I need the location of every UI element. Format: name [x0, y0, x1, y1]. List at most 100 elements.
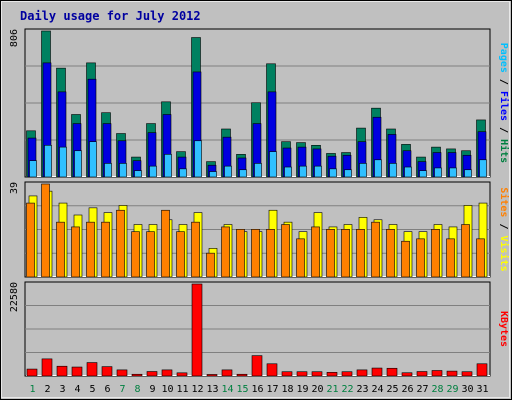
kbytes-bar-day-12: [191, 283, 203, 377]
x-tick-label-day-2: 2: [44, 384, 50, 395]
visits-axis-label-part: /: [498, 217, 509, 235]
sites-bar-day-28: [431, 229, 440, 278]
sites-bar-day-21: [326, 229, 335, 278]
x-tick-label-day-16: 16: [251, 384, 263, 395]
pages-bar-day-8: [134, 170, 142, 178]
visits-axis-label: Sites / Visits: [498, 187, 510, 271]
kbytes-bar-day-18: [281, 371, 293, 377]
sites-bar-day-24: [371, 221, 380, 278]
sites-bar-day-9: [146, 231, 155, 278]
pages-bar-day-27: [419, 170, 427, 178]
pages-bar-day-26: [404, 166, 412, 178]
kbytes-bar-day-27: [416, 371, 428, 377]
pages-bar-day-21: [329, 168, 337, 178]
x-tick-label-day-3: 3: [59, 384, 65, 395]
pages-bar-day-20: [314, 165, 322, 178]
pages-bar-day-29: [449, 167, 457, 178]
kbytes-axis-label: KBytes: [498, 311, 509, 347]
x-tick-label-day-8: 8: [134, 384, 140, 395]
kbytes-bar-day-2: [41, 358, 53, 377]
x-tick-label-day-24: 24: [371, 384, 383, 395]
x-tick-label-day-23: 23: [356, 384, 368, 395]
pages-bar-day-23: [359, 163, 367, 178]
x-tick-label-day-17: 17: [266, 384, 278, 395]
hits-axis-label: Pages / Files / Hits: [498, 43, 510, 163]
pages-bar-day-7: [119, 163, 127, 178]
sites-bar-day-4: [71, 226, 80, 278]
pages-bar-day-30: [464, 169, 472, 178]
kbytes-bar-day-16: [251, 355, 263, 377]
pages-bar-day-4: [74, 150, 82, 178]
pages-bar-day-9: [149, 165, 157, 178]
x-tick-label-day-31: 31: [476, 384, 488, 395]
pages-bar-day-28: [434, 167, 442, 178]
kbytes-bar-day-20: [311, 371, 323, 377]
sites-bar-day-26: [401, 240, 410, 278]
kbytes-bar-day-22: [341, 371, 353, 377]
x-tick-label-day-20: 20: [311, 384, 323, 395]
x-tick-label-day-22: 22: [341, 384, 353, 395]
sites-bar-day-20: [311, 226, 320, 278]
kbytes-bar-day-30: [461, 371, 473, 377]
pages-bar-day-1: [29, 160, 37, 178]
sites-bar-day-17: [266, 229, 275, 278]
kbytes-bar-day-23: [356, 369, 368, 377]
hits-max-label: 806: [9, 29, 20, 47]
kbytes-bar-day-11: [176, 372, 188, 377]
sites-bar-day-8: [131, 231, 140, 278]
kbytes-bar-day-13: [206, 374, 218, 377]
sites-bar-day-22: [341, 229, 350, 278]
pages-bar-day-31: [479, 159, 487, 178]
visits-axis-label-part: Sites: [498, 187, 510, 217]
x-tick-label-day-11: 11: [176, 384, 188, 395]
sites-bar-day-7: [116, 209, 125, 278]
kbytes-bar-day-1: [26, 368, 38, 377]
x-tick-label-day-30: 30: [461, 384, 473, 395]
sites-bar-day-10: [161, 209, 170, 278]
chart-title: Daily usage for July 2012: [20, 9, 201, 23]
sites-bar-day-5: [86, 221, 95, 278]
pages-bar-day-18: [284, 166, 292, 178]
x-tick-label-day-28: 28: [431, 384, 443, 395]
sites-bar-day-25: [386, 229, 395, 278]
sites-bar-day-27: [416, 238, 425, 278]
pages-bar-day-13: [209, 171, 217, 178]
kbytes-bar-day-3: [56, 365, 68, 377]
kbytes-bar-day-8: [131, 373, 143, 377]
visits-max-label: 39: [9, 182, 20, 194]
sites-bar-day-23: [356, 229, 365, 278]
sites-bar-day-6: [101, 221, 110, 278]
kbytes-bar-day-21: [326, 372, 338, 377]
x-tick-label-day-9: 9: [149, 384, 155, 395]
kbytes-bar-day-4: [71, 366, 83, 377]
sites-bar-day-3: [56, 221, 65, 278]
x-tick-label-day-25: 25: [386, 384, 398, 395]
x-tick-label-day-29: 29: [446, 384, 458, 395]
sites-bar-day-30: [461, 224, 470, 278]
x-tick-label-day-12: 12: [191, 384, 203, 395]
x-tick-label-day-13: 13: [206, 384, 218, 395]
x-tick-label-day-1: 1: [29, 384, 35, 395]
sites-bar-day-16: [251, 229, 260, 278]
pages-bar-day-12: [194, 140, 202, 178]
pages-bar-day-5: [89, 141, 97, 178]
kbytes-bar-day-10: [161, 369, 173, 377]
hits-panel: 806 Pages / Files / Hits: [9, 28, 510, 178]
x-tick-label-day-18: 18: [281, 384, 293, 395]
x-tick-label-day-27: 27: [416, 384, 428, 395]
kbytes-bar-day-31: [476, 363, 488, 377]
kbytes-bar-day-25: [386, 367, 398, 377]
kbytes-bar-day-9: [146, 371, 158, 377]
pages-bar-day-10: [164, 154, 172, 178]
pages-bar-day-2: [44, 145, 52, 178]
sites-bar-day-11: [176, 231, 185, 278]
kbytes-bar-day-5: [86, 362, 98, 377]
kbytes-axis-label-part: KBytes: [498, 311, 509, 347]
sites-bar-day-29: [446, 238, 455, 278]
sites-bar-day-1: [26, 202, 35, 278]
x-tick-label-day-14: 14: [221, 384, 233, 395]
kbytes-panel: 22580 KBytes: [9, 281, 509, 377]
pages-bar-day-17: [269, 151, 277, 178]
